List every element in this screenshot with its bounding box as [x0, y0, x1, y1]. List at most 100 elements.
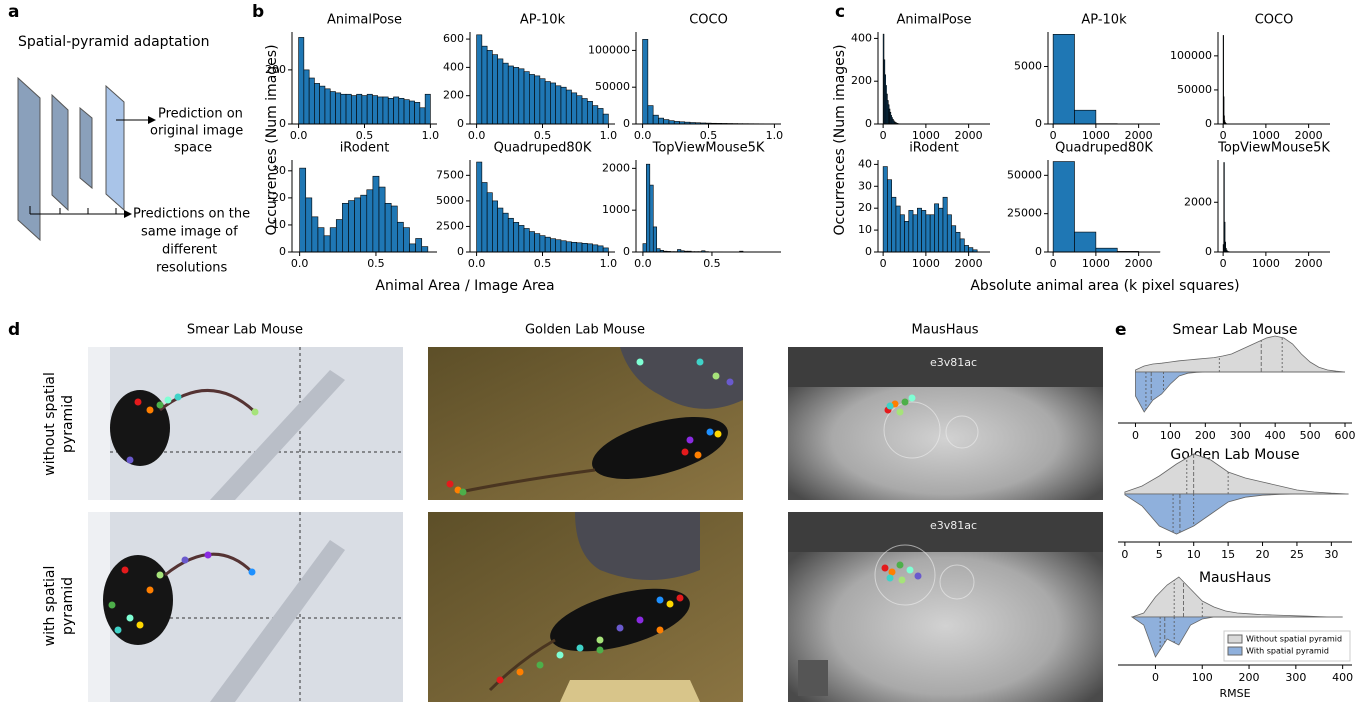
bar	[544, 236, 551, 253]
y-tick-label: 2500	[436, 219, 464, 232]
input-label: same image of	[141, 225, 238, 240]
bar	[342, 202, 349, 253]
keypoint	[666, 600, 674, 608]
x-tick-label: 2000	[955, 129, 983, 142]
bar	[904, 221, 910, 253]
chart-title: Smear Lab Mouse	[1172, 322, 1297, 338]
y-tick-label: 30	[272, 164, 286, 177]
x-tick-label: 1000	[1252, 129, 1280, 142]
x-tick-label: 200	[1195, 429, 1216, 442]
tail	[459, 468, 596, 494]
violin-half	[1131, 576, 1343, 618]
bar	[335, 219, 343, 253]
keypoint	[616, 624, 624, 632]
legend-label: Without spatial pyramid	[1246, 635, 1342, 644]
bar	[324, 88, 331, 125]
bar	[647, 105, 654, 125]
bar	[403, 99, 410, 125]
violin-half	[1130, 616, 1343, 658]
bar	[587, 243, 593, 253]
keypoints	[108, 358, 922, 684]
input-label: different	[162, 243, 217, 258]
chart-title: AP-10k	[1081, 13, 1127, 28]
bar	[308, 77, 315, 125]
keypoint	[888, 568, 896, 576]
y-tick-label: 2000	[1184, 195, 1212, 208]
x-tick-label: 200	[1239, 671, 1260, 684]
bar	[934, 203, 940, 253]
keypoint	[156, 401, 164, 409]
bar	[587, 101, 593, 125]
bar	[555, 85, 562, 125]
image-title: MausHaus	[912, 323, 979, 338]
bar	[387, 97, 394, 125]
bar	[523, 71, 530, 125]
x-tick-label: 2000	[1295, 129, 1323, 142]
bar	[497, 58, 504, 125]
x-tick-label: 0.0	[468, 257, 486, 270]
bar	[550, 82, 556, 125]
bar	[502, 212, 509, 253]
keypoint	[181, 556, 189, 564]
row-label: pyramid	[60, 577, 76, 635]
panel-letter: e	[1115, 320, 1127, 340]
photo-detail	[788, 512, 1103, 552]
x-tick-label: 0	[1050, 257, 1057, 270]
x-tick-label: 10	[1187, 548, 1201, 561]
keypoint	[146, 406, 154, 414]
keypoint	[901, 398, 909, 406]
bar	[303, 69, 310, 125]
x-axis-label: Absolute animal area (k pixel squares)	[970, 278, 1239, 294]
bar	[649, 184, 654, 253]
input-label: Predictions on the	[133, 207, 250, 222]
x-tick-label: 0.0	[634, 129, 652, 142]
x-tick-label: 20	[1256, 548, 1270, 561]
bar	[340, 93, 347, 125]
bar	[377, 96, 384, 125]
bar	[602, 247, 609, 253]
bar	[403, 227, 410, 253]
y-tick-label: 30	[858, 179, 872, 192]
x-tick-label: 0	[1152, 671, 1159, 684]
panel-letter: b	[252, 2, 264, 22]
panel-letter: c	[835, 2, 845, 22]
x-tick-label: 25	[1290, 548, 1304, 561]
image-title: Smear Lab Mouse	[187, 323, 303, 338]
bar	[298, 37, 305, 125]
bar	[314, 83, 320, 125]
x-tick-label: 300	[1230, 429, 1251, 442]
photo-detail	[88, 347, 110, 500]
bar	[597, 108, 604, 125]
bar	[1095, 247, 1118, 253]
x-tick-label: 1000	[1252, 257, 1280, 270]
bar	[912, 214, 918, 253]
bar	[513, 67, 520, 125]
bar	[1074, 231, 1097, 253]
bar	[507, 65, 514, 125]
photo-detail	[788, 347, 1103, 387]
chart-title: TopViewMouse5K	[1217, 141, 1330, 156]
bar	[529, 231, 535, 253]
x-tick-label: 0.5	[534, 129, 552, 142]
keypoint	[496, 676, 504, 684]
bar	[929, 214, 935, 253]
bar	[356, 93, 363, 125]
keypoint	[516, 668, 524, 676]
x-tick-label: 300	[1285, 671, 1306, 684]
keypoint	[108, 601, 116, 609]
output-label: original image	[150, 124, 243, 139]
x-tick-label: 400	[1332, 671, 1353, 684]
x-tick-label: 1000	[912, 257, 940, 270]
bar	[486, 50, 493, 125]
keypoint	[156, 571, 164, 579]
bar	[560, 86, 567, 125]
x-tick-label: 1.0	[600, 257, 618, 270]
x-tick-label: 1.0	[600, 129, 618, 142]
bar	[565, 241, 572, 253]
bar	[492, 200, 498, 253]
chart-title: AnimalPose	[327, 13, 402, 28]
y-tick-label: 0	[457, 117, 464, 130]
y-tick-label: 0	[623, 117, 630, 130]
x-tick-label: 0.0	[290, 129, 308, 142]
chart-title: AP-10k	[520, 13, 566, 28]
